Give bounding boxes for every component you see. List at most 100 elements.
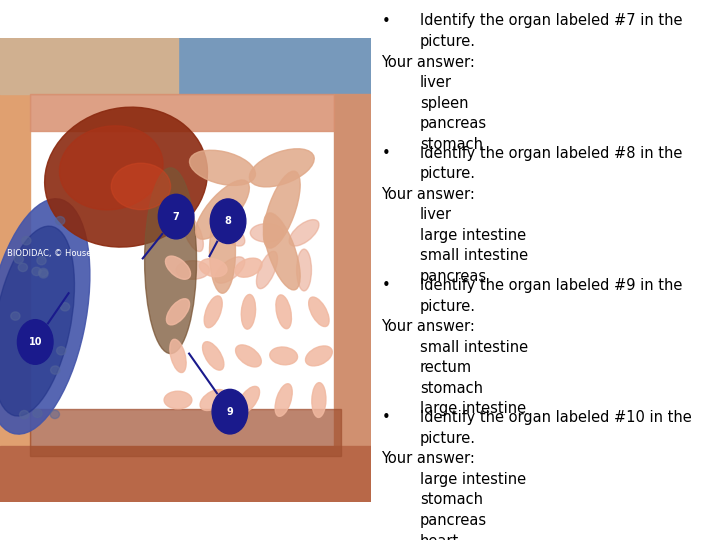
Text: 7: 7	[173, 212, 179, 221]
Text: stomach: stomach	[420, 492, 482, 508]
Ellipse shape	[215, 257, 245, 283]
Ellipse shape	[14, 255, 24, 264]
Ellipse shape	[297, 249, 312, 291]
Text: liver: liver	[420, 75, 451, 90]
Ellipse shape	[145, 168, 197, 354]
Text: large intestine: large intestine	[420, 228, 526, 243]
Ellipse shape	[241, 294, 256, 329]
Ellipse shape	[32, 267, 41, 275]
Ellipse shape	[182, 214, 203, 252]
Bar	[334, 93, 371, 502]
Ellipse shape	[238, 387, 260, 414]
Ellipse shape	[249, 148, 314, 187]
Ellipse shape	[18, 263, 27, 272]
Ellipse shape	[199, 259, 227, 276]
Ellipse shape	[189, 150, 256, 185]
Ellipse shape	[264, 213, 300, 290]
Text: 8: 8	[225, 216, 231, 226]
Ellipse shape	[166, 256, 191, 279]
Ellipse shape	[235, 345, 261, 367]
Text: small intestine: small intestine	[420, 340, 528, 355]
Ellipse shape	[111, 163, 171, 210]
Text: Identify the organ labeled #7 in the: Identify the organ labeled #7 in the	[420, 14, 682, 29]
Text: Identify the organ labeled #9 in the: Identify the organ labeled #9 in the	[420, 278, 682, 293]
Ellipse shape	[11, 312, 20, 320]
Ellipse shape	[200, 389, 226, 410]
Ellipse shape	[19, 410, 29, 419]
Text: Your answer:: Your answer:	[382, 319, 475, 334]
Ellipse shape	[210, 210, 235, 293]
Text: Your answer:: Your answer:	[382, 451, 475, 467]
Ellipse shape	[0, 226, 74, 416]
Ellipse shape	[215, 220, 245, 246]
Ellipse shape	[176, 261, 210, 279]
Ellipse shape	[0, 199, 90, 434]
Ellipse shape	[202, 342, 224, 370]
Text: picture.: picture.	[420, 166, 476, 181]
Text: pancreas: pancreas	[420, 513, 487, 528]
Bar	[0, 447, 371, 502]
Ellipse shape	[264, 171, 300, 248]
Ellipse shape	[57, 347, 66, 355]
Text: •: •	[382, 146, 390, 161]
Text: large intestine: large intestine	[420, 472, 526, 487]
Bar	[30, 93, 333, 131]
Text: 9: 9	[227, 407, 233, 417]
Ellipse shape	[60, 126, 163, 210]
Ellipse shape	[196, 180, 249, 239]
Text: pancreas: pancreas	[420, 269, 487, 284]
Circle shape	[210, 199, 246, 244]
Ellipse shape	[60, 302, 70, 311]
Text: pancreas: pancreas	[420, 116, 487, 131]
Ellipse shape	[55, 217, 65, 225]
Ellipse shape	[170, 339, 186, 373]
Ellipse shape	[50, 366, 60, 374]
Text: rectum: rectum	[420, 360, 472, 375]
Bar	[0, 38, 371, 93]
Text: large intestine: large intestine	[420, 401, 526, 416]
Bar	[0, 38, 178, 93]
Text: 10: 10	[29, 337, 42, 347]
Ellipse shape	[164, 391, 192, 409]
Text: •: •	[382, 14, 390, 29]
Ellipse shape	[251, 224, 284, 242]
Text: Identify the organ labeled #10 in the: Identify the organ labeled #10 in the	[420, 410, 691, 426]
Text: •: •	[382, 278, 390, 293]
Text: liver: liver	[420, 207, 451, 222]
Text: stomach: stomach	[420, 381, 482, 396]
Text: picture.: picture.	[420, 431, 476, 446]
Text: Your answer:: Your answer:	[382, 55, 475, 70]
Ellipse shape	[45, 107, 207, 247]
Ellipse shape	[270, 347, 297, 365]
Ellipse shape	[289, 220, 319, 246]
Text: Identify the organ labeled #8 in the: Identify the organ labeled #8 in the	[420, 146, 682, 161]
Ellipse shape	[50, 410, 60, 418]
Ellipse shape	[39, 268, 48, 276]
Text: small intestine: small intestine	[420, 248, 528, 264]
Ellipse shape	[256, 251, 277, 289]
Ellipse shape	[235, 258, 262, 277]
Ellipse shape	[276, 295, 292, 329]
Text: picture.: picture.	[420, 34, 476, 49]
Ellipse shape	[33, 409, 42, 417]
Text: picture.: picture.	[420, 299, 476, 314]
Ellipse shape	[204, 296, 222, 328]
Text: heart: heart	[420, 534, 459, 540]
Circle shape	[158, 194, 194, 239]
Text: Your answer:: Your answer:	[382, 187, 475, 202]
Ellipse shape	[166, 299, 189, 325]
Circle shape	[212, 389, 248, 434]
Ellipse shape	[39, 269, 48, 278]
Text: BIODIDAC, © Houseman: BIODIDAC, © Houseman	[7, 249, 111, 258]
Text: •: •	[382, 410, 390, 426]
Ellipse shape	[305, 346, 333, 366]
Ellipse shape	[309, 297, 329, 327]
Bar	[30, 409, 341, 456]
Ellipse shape	[312, 383, 326, 417]
Ellipse shape	[22, 237, 31, 245]
Text: spleen: spleen	[420, 96, 468, 111]
Ellipse shape	[37, 256, 46, 265]
Text: stomach: stomach	[420, 137, 482, 152]
Ellipse shape	[275, 384, 292, 416]
Circle shape	[17, 320, 53, 365]
